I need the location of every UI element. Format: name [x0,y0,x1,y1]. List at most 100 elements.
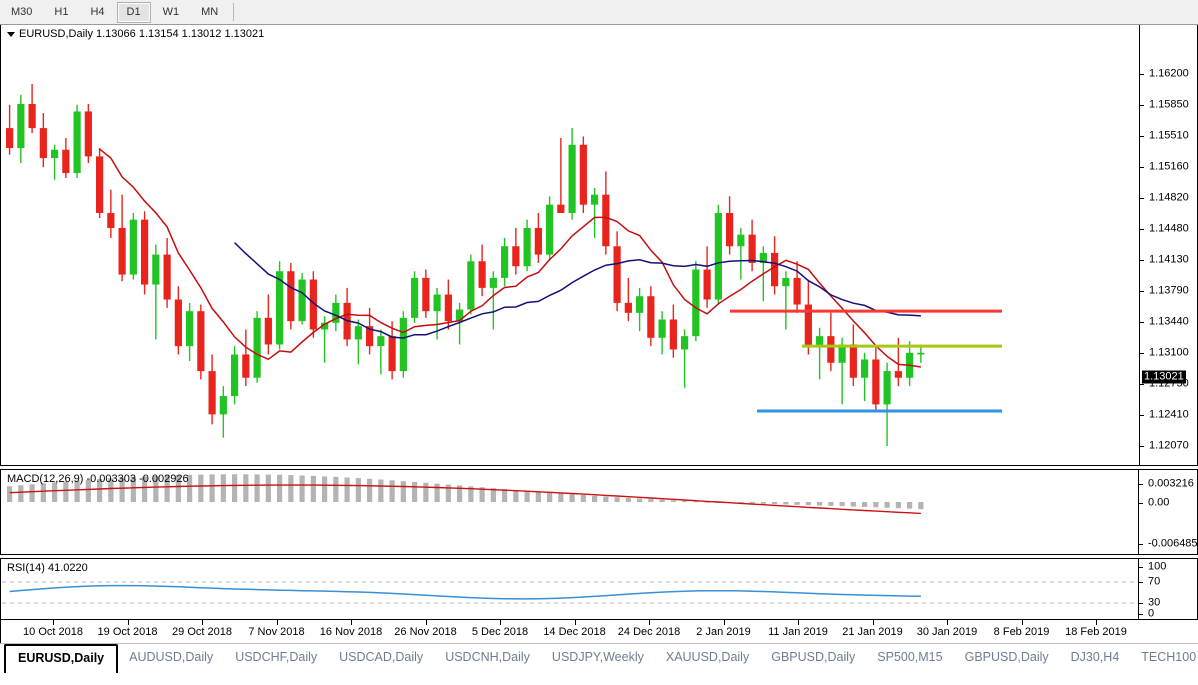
timeframe-m30[interactable]: M30 [11,5,33,18]
price-tick-mark [1140,322,1144,323]
date-tick-label: 5 Dec 2018 [471,626,529,638]
macd-panel-label: MACD(12,26,9) -0.003303 -0.002926 [7,473,189,485]
timeframe-mn[interactable]: MN [201,5,219,18]
date-tick-mark [351,620,352,625]
date-tick-mark [53,620,54,625]
macd-panel[interactable]: MACD(12,26,9) -0.003303 -0.002926 0.0032… [0,469,1198,555]
chart-tab-bar[interactable]: EURUSD,Daily AUDUSD,Daily USDCHF,Daily USDC… [0,643,1198,685]
date-tick-label: 11 Jan 2019 [768,626,828,638]
chart-tab-usdcnh-daily[interactable]: USDCNH,Daily [445,650,530,664]
date-tick-mark [500,620,501,625]
rsi-panel-label: RSI(14) 41.0220 [7,562,88,574]
current-price-tag: 1.13021 [1142,370,1186,384]
timeframe-h4[interactable]: H4 [90,5,105,18]
date-tick-mark [947,620,948,625]
date-tick-label: 2 Jan 2019 [696,626,751,638]
macd-tick-mark [1139,484,1143,485]
date-tick-mark [276,620,278,625]
date-tick-label: 19 Oct 2018 [97,626,158,638]
toolbar-divider [233,3,235,21]
chart-tab-xauusd-daily[interactable]: XAUUSD,Daily [665,650,750,664]
price-panel-label: EURUSD,Daily 1.13066 1.13154 1.13012 1.1… [7,28,264,40]
price-tick-label: 1.13790 [1149,284,1189,297]
chart-tab-eurusd-daily[interactable]: EURUSD,Daily [4,644,119,673]
macd-chart [7,474,924,515]
chart-tab-audusd-daily[interactable]: AUDUSD,Daily [129,650,214,664]
macd-tick-label: 0.00 [1148,496,1170,509]
macd-tick-mark [1139,544,1143,545]
price-tick-mark [1140,167,1144,168]
date-tick-mark [202,620,203,625]
chart-tab-dj30-h4[interactable]: DJ30,H4 [1070,650,1120,664]
price-tick-label: 1.15850 [1149,98,1189,111]
price-tick-mark [1140,384,1144,385]
collapse-triangle-icon[interactable] [7,31,15,37]
price-tick-label: 1.12750 [1149,377,1189,390]
date-tick-mark [1021,620,1023,625]
price-tick-mark [1140,136,1144,137]
price-tick-mark [1140,353,1144,354]
price-tick-label: 1.14480 [1149,222,1189,235]
price-panel-title: EURUSD,Daily 1.13066 1.13154 1.13012 1.1… [19,28,265,40]
date-tick-label: 18 Feb 2019 [1065,626,1127,638]
price-tick-mark [1140,260,1144,261]
rsi-tick-label: 100 [1148,560,1167,573]
chart-tab-usdjpy-weekly[interactable]: USDJPY,Weekly [551,650,644,664]
price-tick-label: 1.14130 [1149,253,1189,266]
timeframe-w1[interactable]: W1 [162,5,180,18]
price-tick-label: 1.16200 [1149,67,1189,80]
price-tick-mark [1140,415,1144,416]
timeframe-d1[interactable]: D1 [116,1,151,23]
macd-plot-area[interactable] [2,471,1139,553]
price-tick-mark [1140,74,1144,75]
date-tick-label: 30 Jan 2019 [916,626,978,638]
price-tick-label: 1.13440 [1149,315,1189,328]
date-tick-mark [649,620,650,625]
macd-tick-mark [1139,503,1143,504]
rsi-plot-area[interactable] [2,560,1139,618]
rsi-tick-mark [1139,614,1143,615]
macd-tick-label: -0.006485 [1148,537,1198,550]
rsi-tick-label: 0 [1148,607,1155,620]
price-scale[interactable]: 1.16200 1.15850 1.15510 1.15160 1.14820 1.144… [1139,25,1197,465]
date-tick-label: 7 Nov 2018 [248,626,305,638]
timeframe-toolbar[interactable]: M30 H1 H4 D1 W1 MN [0,0,1198,25]
timeframe-h1[interactable]: H1 [54,5,69,18]
date-tick-label: 26 Nov 2018 [394,626,457,638]
chart-tab-tech100[interactable]: TECH100 [1141,650,1197,664]
date-tick-mark [872,620,874,625]
date-tick-label: 14 Dec 2018 [543,626,606,638]
date-tick-mark [425,620,427,625]
date-tick-label: 8 Feb 2019 [993,626,1050,638]
chart-window: EURUSD,Daily 1.13066 1.13154 1.13012 1.1… [0,25,1198,685]
price-tick-mark [1140,105,1144,106]
rsi-chart [2,581,1139,604]
price-tick-label: 1.14820 [1149,191,1189,204]
chart-tab-gbpusd-daily[interactable]: GBPUSD,Daily [771,650,856,664]
chart-tab-usdcad-daily[interactable]: USDCAD,Daily [339,650,424,664]
price-tick-label: 1.12070 [1149,439,1189,452]
date-axis[interactable]: 10 Oct 2018 19 Oct 2018 29 Oct 2018 7 Nov 2… [0,620,1198,643]
rsi-scale: 100 70 30 0 [1138,559,1197,619]
chart-tab-sp500-m15[interactable]: SP500,M15 [877,650,943,664]
price-panel[interactable]: EURUSD,Daily 1.13066 1.13154 1.13012 1.1… [0,25,1198,466]
price-tick-label: 1.12410 [1149,408,1189,421]
rsi-tick-label: 30 [1148,596,1161,609]
date-tick-label: 21 Jan 2019 [842,626,903,638]
price-tick-mark [1140,198,1144,199]
rsi-tick-mark [1139,567,1143,568]
date-tick-mark [798,620,799,625]
rsi-tick-label: 70 [1148,575,1161,588]
date-tick-mark [1096,620,1097,625]
chart-tab-usdchf-daily[interactable]: USDCHF,Daily [235,650,318,664]
chart-tab-gbpusd-daily[interactable]: GBPUSD,Daily [964,650,1049,664]
date-tick-label: 16 Nov 2018 [319,626,383,638]
price-plot-area[interactable] [2,26,1139,464]
price-tick-label: 1.13100 [1149,346,1189,359]
rsi-panel[interactable]: RSI(14) 41.0220 100 70 30 0 [0,558,1198,620]
date-tick-label: 10 Oct 2018 [23,626,83,638]
date-tick-mark [723,620,725,625]
price-tick-mark [1140,446,1144,447]
macd-scale: 0.003216 0.00 -0.006485 [1138,470,1198,554]
rsi-tick-mark [1139,603,1143,604]
